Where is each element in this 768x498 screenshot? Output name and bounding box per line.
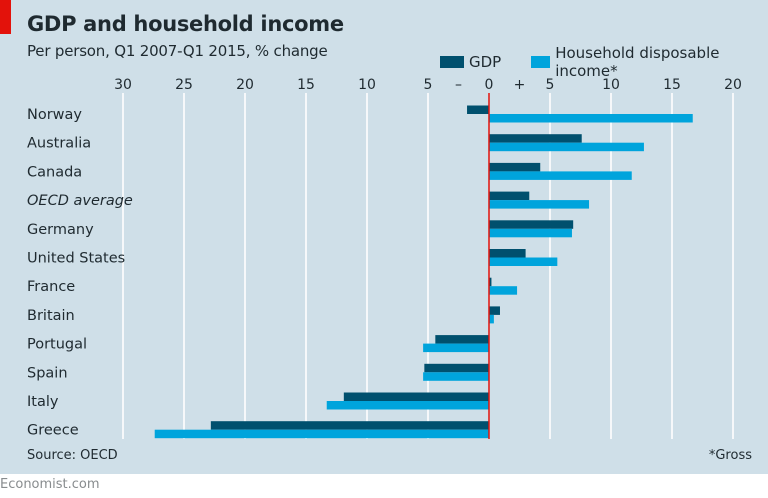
x-tick-label: 10	[602, 77, 620, 93]
bar-gdp	[467, 105, 489, 114]
bar-gdp	[343, 392, 489, 401]
category-label: Portugal	[27, 337, 87, 353]
bar-household-income	[489, 228, 572, 238]
category-label: Australia	[27, 136, 91, 152]
x-tick-label: 0	[485, 77, 494, 93]
positive-sign-label: +	[514, 77, 526, 93]
bars	[154, 105, 693, 439]
category-label: France	[27, 279, 75, 295]
bar-gdp	[489, 134, 582, 143]
bar-gdp	[210, 421, 489, 430]
x-tick-label: 5	[424, 77, 433, 93]
red-accent-tag	[0, 0, 11, 34]
category-label: Norway	[27, 107, 82, 123]
x-tick-label: 5	[546, 77, 555, 93]
category-label: Greece	[27, 423, 79, 439]
source-note: Source: OECD	[27, 448, 118, 463]
legend-label-gdp: GDP	[469, 53, 502, 71]
category-label: Canada	[27, 164, 82, 180]
bar-household-income	[489, 257, 558, 266]
bar-household-income	[489, 200, 590, 209]
footnote: *Gross	[708, 448, 752, 463]
category-label: Britain	[27, 308, 75, 324]
negative-sign-label: –	[455, 77, 462, 93]
brand-footer: Economist.com	[0, 477, 100, 492]
bar-gdp	[489, 306, 500, 315]
chart-title: GDP and household income	[27, 12, 344, 36]
category-label: OECD average	[27, 193, 133, 209]
x-tick-label: 15	[663, 77, 681, 93]
bar-household-income	[489, 171, 632, 180]
category-label: United States	[27, 251, 125, 267]
bar-gdp	[435, 335, 489, 344]
bar-chart: 30 25 20 15 10 5 0 5 10 15 20 – + Norway Australia Can…	[27, 77, 742, 439]
bar-gdp	[489, 277, 492, 287]
legend-item-gdp: GDP	[440, 53, 501, 71]
bar-gdp	[489, 162, 541, 172]
x-tick-labels: 30 25 20 15 10 5 0 5 10 15 20 – +	[114, 77, 742, 93]
x-tick-label: 15	[297, 77, 315, 93]
legend-label-household: Household disposable income*	[555, 44, 720, 80]
x-tick-label: 25	[175, 77, 193, 93]
legend: GDP Household disposable income*	[440, 44, 768, 80]
bar-gdp	[489, 220, 574, 229]
legend-item-household: Household disposable income*	[531, 44, 738, 80]
x-tick-label: 10	[358, 77, 376, 93]
category-label: Italy	[27, 394, 59, 410]
bar-household-income	[423, 343, 489, 353]
bar-gdp	[489, 191, 530, 201]
bar-household-income	[489, 142, 644, 152]
bar-household-income	[489, 114, 693, 123]
x-tick-label: 20	[236, 77, 254, 93]
chart-subtitle: Per person, Q1 2007-Q1 2015, % change	[27, 42, 328, 60]
bar-gdp	[489, 249, 526, 258]
bar-household-income	[489, 314, 494, 324]
bar-household-income	[326, 401, 489, 410]
category-label: Germany	[27, 222, 94, 238]
category-labels: Norway Australia Canada OECD average Germany…	[27, 107, 133, 439]
x-tick-label: 30	[114, 77, 132, 93]
bar-household-income	[423, 372, 489, 381]
legend-swatch-household	[531, 56, 551, 68]
bar-household-income	[489, 286, 518, 295]
x-tick-label: 20	[724, 77, 742, 93]
bar-household-income	[154, 429, 489, 439]
category-label: Spain	[27, 365, 68, 381]
legend-swatch-gdp	[440, 56, 464, 68]
bar-gdp	[424, 363, 489, 373]
